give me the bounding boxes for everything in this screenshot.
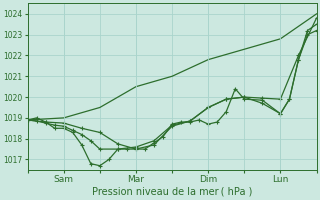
X-axis label: Pression niveau de la mer ( hPa ): Pression niveau de la mer ( hPa ) — [92, 187, 252, 197]
